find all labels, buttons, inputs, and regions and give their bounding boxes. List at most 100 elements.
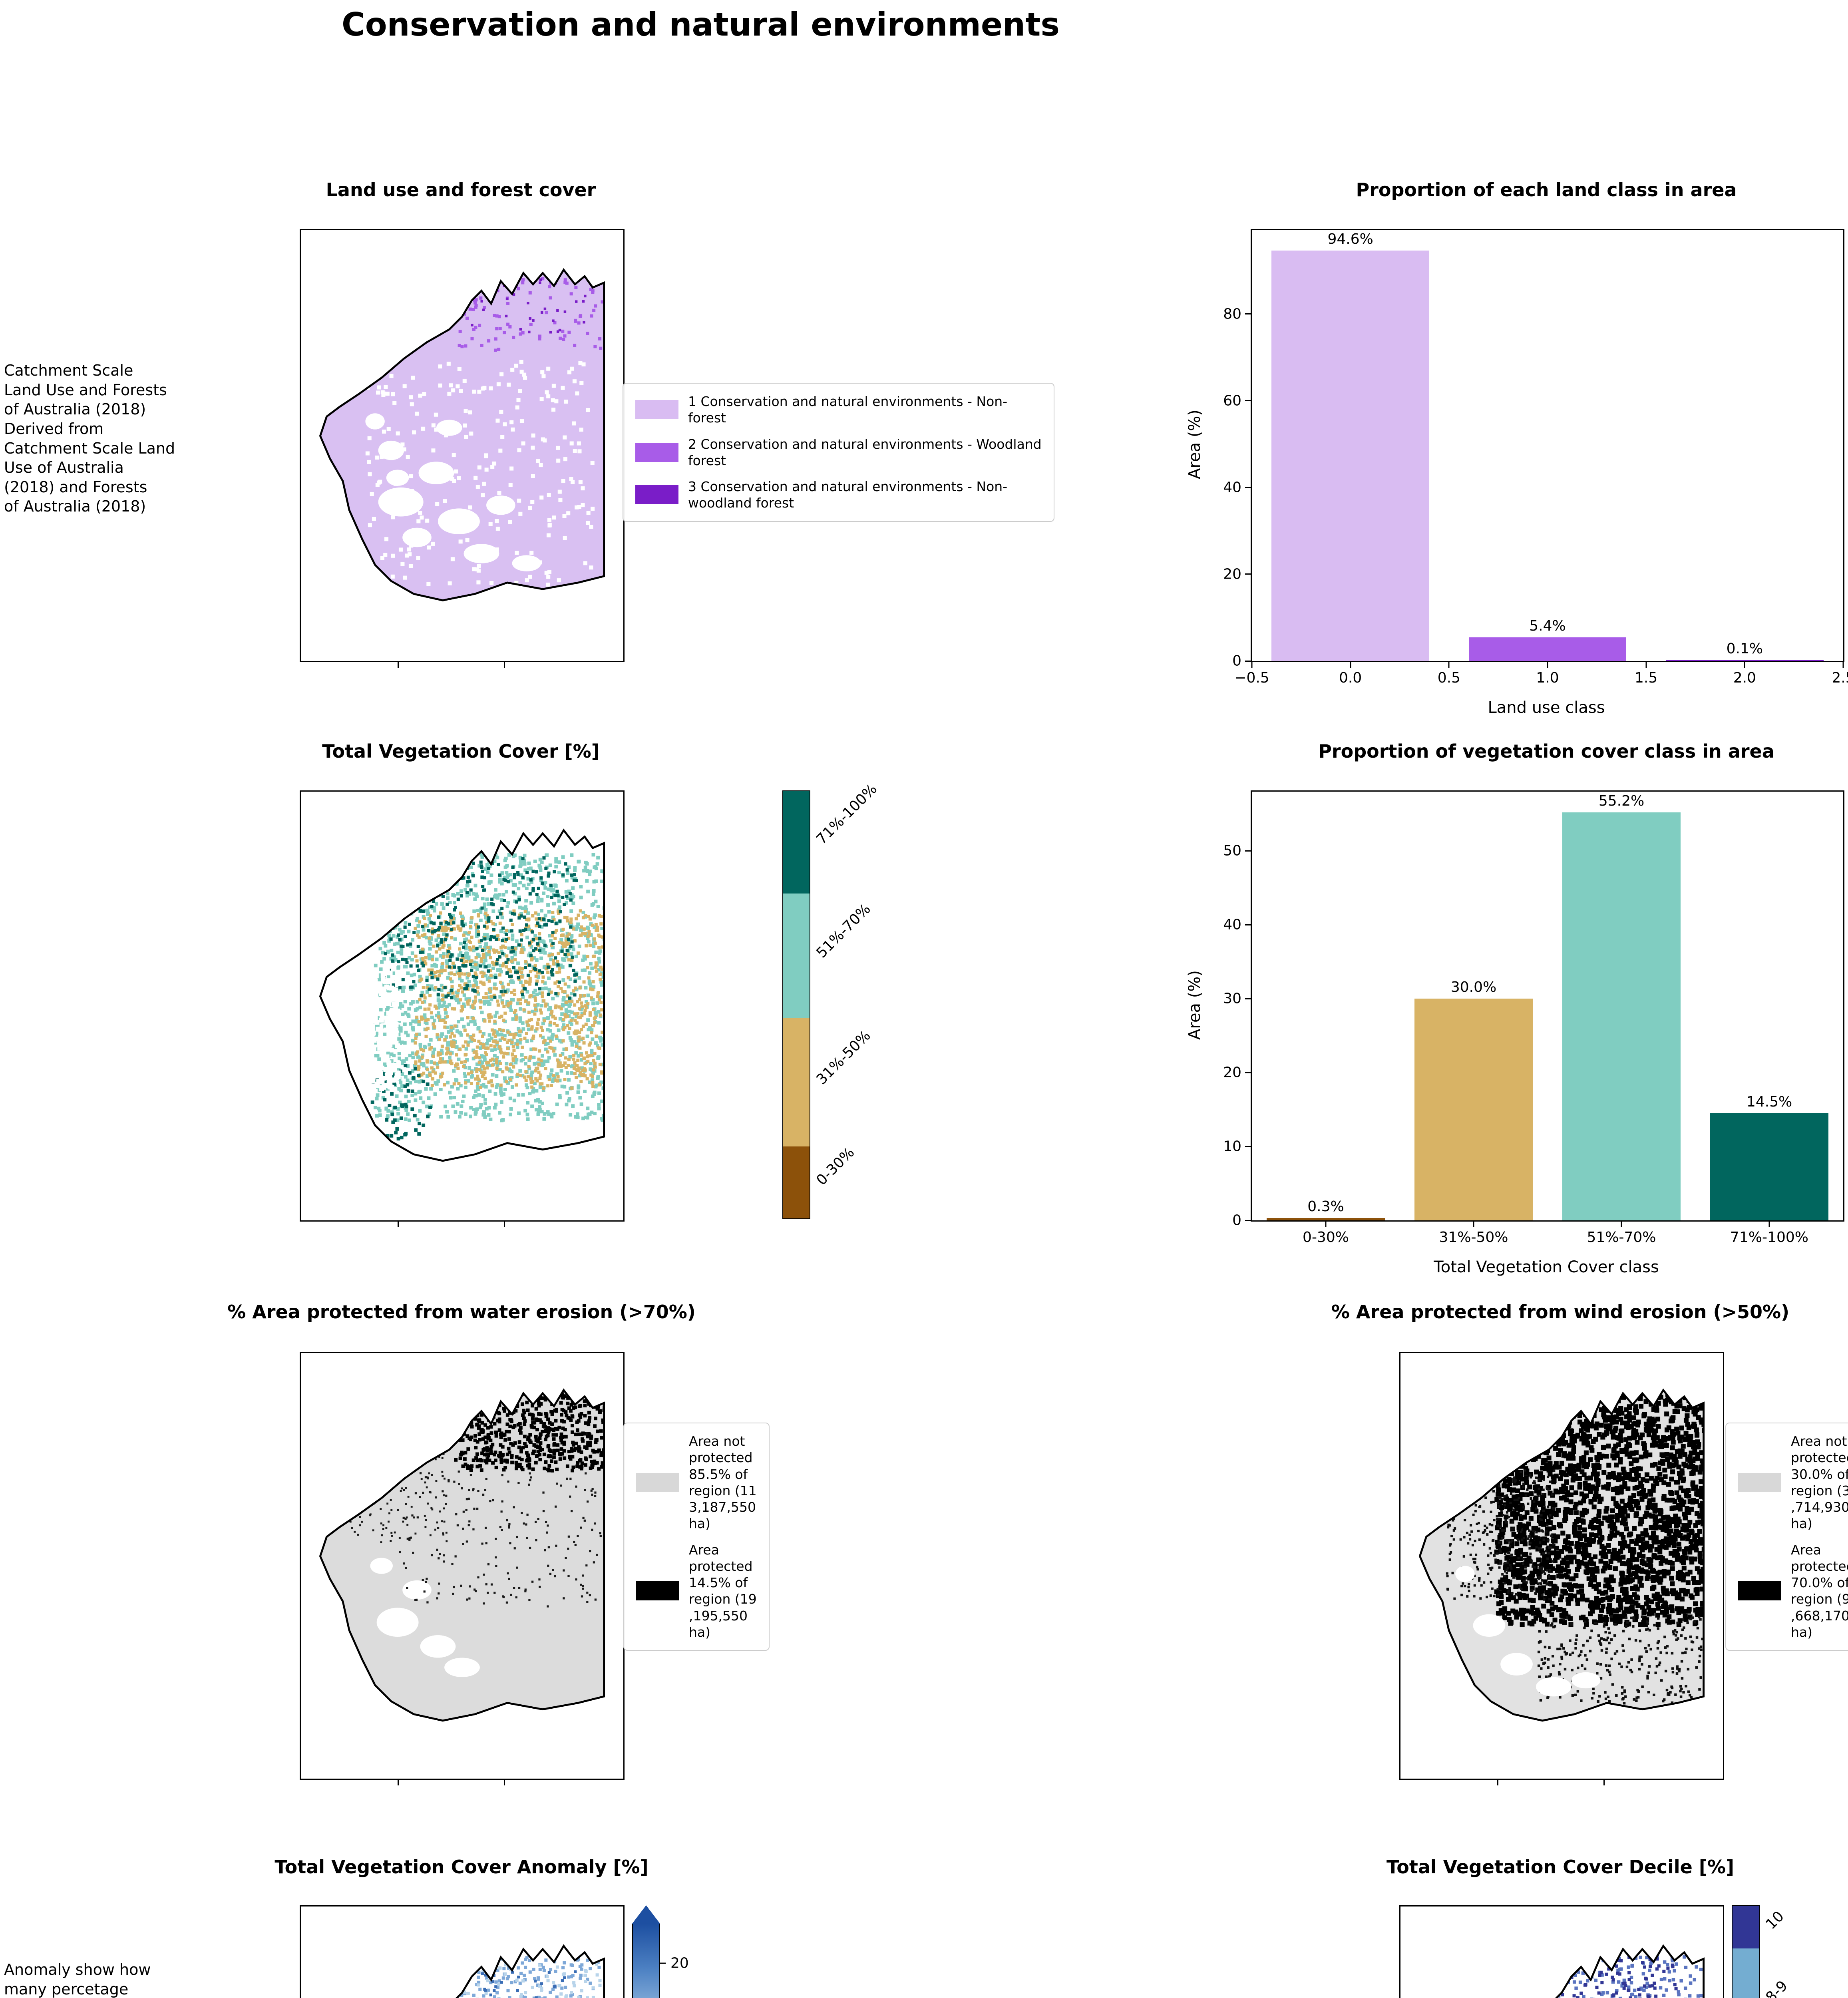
bar-value-label: 14.5% — [1746, 1093, 1792, 1110]
legend-swatch — [636, 1473, 679, 1492]
colorbar-arrow-up-icon — [632, 1905, 660, 1924]
bar — [1562, 812, 1681, 1220]
decile-map — [1399, 1905, 1724, 1998]
legend-entry: Area protected 70.0% of region (92 ,668,… — [1738, 1542, 1848, 1641]
colorbar-segment — [1732, 1905, 1760, 1948]
x-tick-label: 1.5 — [1635, 670, 1658, 686]
veg-class-chart-title: Proportion of vegetation cover class in … — [1318, 740, 1774, 762]
land-use-caption: Catchment Scale Land Use and Forests of … — [4, 362, 175, 515]
y-tick-label: 0 — [1232, 653, 1241, 669]
x-tick — [1473, 1222, 1474, 1227]
colorbar-segment — [782, 1017, 810, 1146]
land-use-legend: 1 Conservation and natural environments … — [623, 383, 1054, 522]
map-svg — [319, 1388, 605, 1722]
anomaly-colorbar: 20100−10−20 — [632, 1905, 689, 1998]
y-tick — [1245, 313, 1251, 315]
legend-swatch — [1738, 1581, 1781, 1601]
legend-label: 1 Conservation and natural environments … — [688, 394, 1008, 426]
y-tick-label: 0 — [1232, 1212, 1241, 1229]
y-tick — [1245, 998, 1251, 999]
y-tick-label: 30 — [1223, 990, 1241, 1007]
veg-cover-map — [300, 790, 625, 1227]
x-tick — [1768, 1222, 1770, 1227]
y-tick — [1245, 850, 1251, 852]
map-axis-tick — [504, 1780, 505, 1785]
map-axis-tick — [1497, 1780, 1499, 1785]
colorbar-segment — [782, 790, 810, 894]
map-axis-tick — [398, 662, 399, 668]
veg-class-chart-ylabel: Area (%) — [1186, 970, 1204, 1040]
legend-swatch — [635, 400, 678, 420]
legend-entry: 1 Conservation and natural environments … — [635, 393, 1042, 426]
colorbar-segment — [782, 893, 810, 1018]
colorbar-label: 51%-70% — [813, 901, 874, 961]
legend-label: Area not protected 85.5% of region (11 3… — [689, 1433, 757, 1532]
map-svg — [1465, 1944, 1705, 1998]
x-tick-label: 71%-100% — [1730, 1229, 1808, 1246]
colorbar-label: 0-30% — [813, 1144, 858, 1189]
legend-label: Area protected 70.0% of region (92 ,668,… — [1791, 1542, 1848, 1640]
bar — [1414, 999, 1533, 1220]
x-tick — [1325, 1222, 1327, 1227]
x-tick-label: 51%-70% — [1587, 1229, 1656, 1246]
x-tick — [1842, 662, 1844, 668]
map-svg — [1418, 1388, 1705, 1722]
veg-cover-colorbar: 71%-100% 51%-70% 31%-50% 0-30% — [782, 781, 880, 1219]
legend-label: 2 Conservation and natural environments … — [688, 436, 1042, 468]
y-tick-label: 40 — [1223, 916, 1241, 933]
y-tick — [1245, 487, 1251, 488]
land-class-chart: 94.6% 5.4% 0.1% 0 20 40 60 80 −0.5 0.0 0.5 1.0 1.5 2.… — [1223, 229, 1848, 686]
map-svg — [319, 828, 605, 1162]
colorbar-gradient — [632, 1924, 660, 1998]
x-tick-label: 0-30% — [1303, 1229, 1349, 1246]
anomaly-caption: Anomaly show how many percetage points e… — [4, 1961, 151, 1998]
land-use-map — [300, 229, 625, 668]
anomaly-map — [300, 1905, 625, 1998]
map-axis-tick — [1603, 1780, 1605, 1785]
colorbar-label: 71%-100% — [813, 780, 881, 848]
y-tick — [1245, 1072, 1251, 1073]
x-tick — [1547, 662, 1548, 668]
wind-erosion-map — [1399, 1352, 1724, 1785]
bar — [1271, 251, 1429, 661]
decile-map-title: Total Vegetation Cover Decile [%] — [1386, 1856, 1735, 1878]
x-tick — [1744, 662, 1745, 668]
y-tick-label: 40 — [1223, 479, 1241, 496]
y-tick — [1245, 1146, 1251, 1147]
legend-entry: 2 Conservation and natural environments … — [635, 436, 1042, 469]
x-tick-label: 1.0 — [1536, 670, 1559, 686]
y-tick-label: 50 — [1223, 842, 1241, 859]
x-tick — [1645, 662, 1647, 668]
map-axis-tick — [504, 1222, 505, 1227]
x-tick-label: 31%-50% — [1439, 1229, 1508, 1246]
land-class-chart-xlabel: Land use class — [1488, 699, 1605, 717]
map-axis-tick — [398, 1780, 399, 1785]
y-tick-label: 20 — [1223, 1064, 1241, 1081]
legend-entry: Area not protected 30.0% of region (39 ,… — [1738, 1433, 1848, 1532]
decile-colorbar: 108-94-72-31 — [1732, 1905, 1791, 1998]
colorbar-label: 10 — [1762, 1908, 1787, 1933]
wind-erosion-title: % Area protected from wind erosion (>50%… — [1331, 1301, 1790, 1323]
y-tick-label: 80 — [1223, 306, 1241, 322]
colorbar-label: 31%-50% — [813, 1027, 874, 1088]
colorbar-label: 8-9 — [1762, 1977, 1791, 1998]
x-tick-label: 0.0 — [1339, 670, 1362, 686]
land-use-map-title: Land use and forest cover — [326, 179, 596, 201]
legend-entry: Area not protected 85.5% of region (11 3… — [636, 1433, 757, 1532]
x-tick-label: 0.5 — [1437, 670, 1460, 686]
x-tick — [1448, 662, 1450, 668]
y-tick — [1245, 1220, 1251, 1221]
bar-value-label: 0.3% — [1307, 1198, 1344, 1215]
page-title: Conservation and natural environments — [342, 6, 1060, 43]
x-tick — [1621, 1222, 1622, 1227]
veg-cover-map-title: Total Vegetation Cover [%] — [322, 740, 600, 762]
x-tick — [1350, 662, 1351, 668]
colorbar-segment — [1732, 1948, 1760, 1998]
x-tick-label: 2.5 — [1832, 670, 1848, 686]
map-axis-tick — [504, 662, 505, 668]
water-erosion-legend: Area not protected 85.5% of region (11 3… — [623, 1423, 770, 1651]
anomaly-map-title: Total Vegetation Cover Anomaly [%] — [275, 1856, 648, 1878]
water-erosion-map — [300, 1352, 625, 1785]
bar-value-label: 5.4% — [1529, 618, 1566, 635]
bar-value-label: 55.2% — [1598, 792, 1645, 809]
